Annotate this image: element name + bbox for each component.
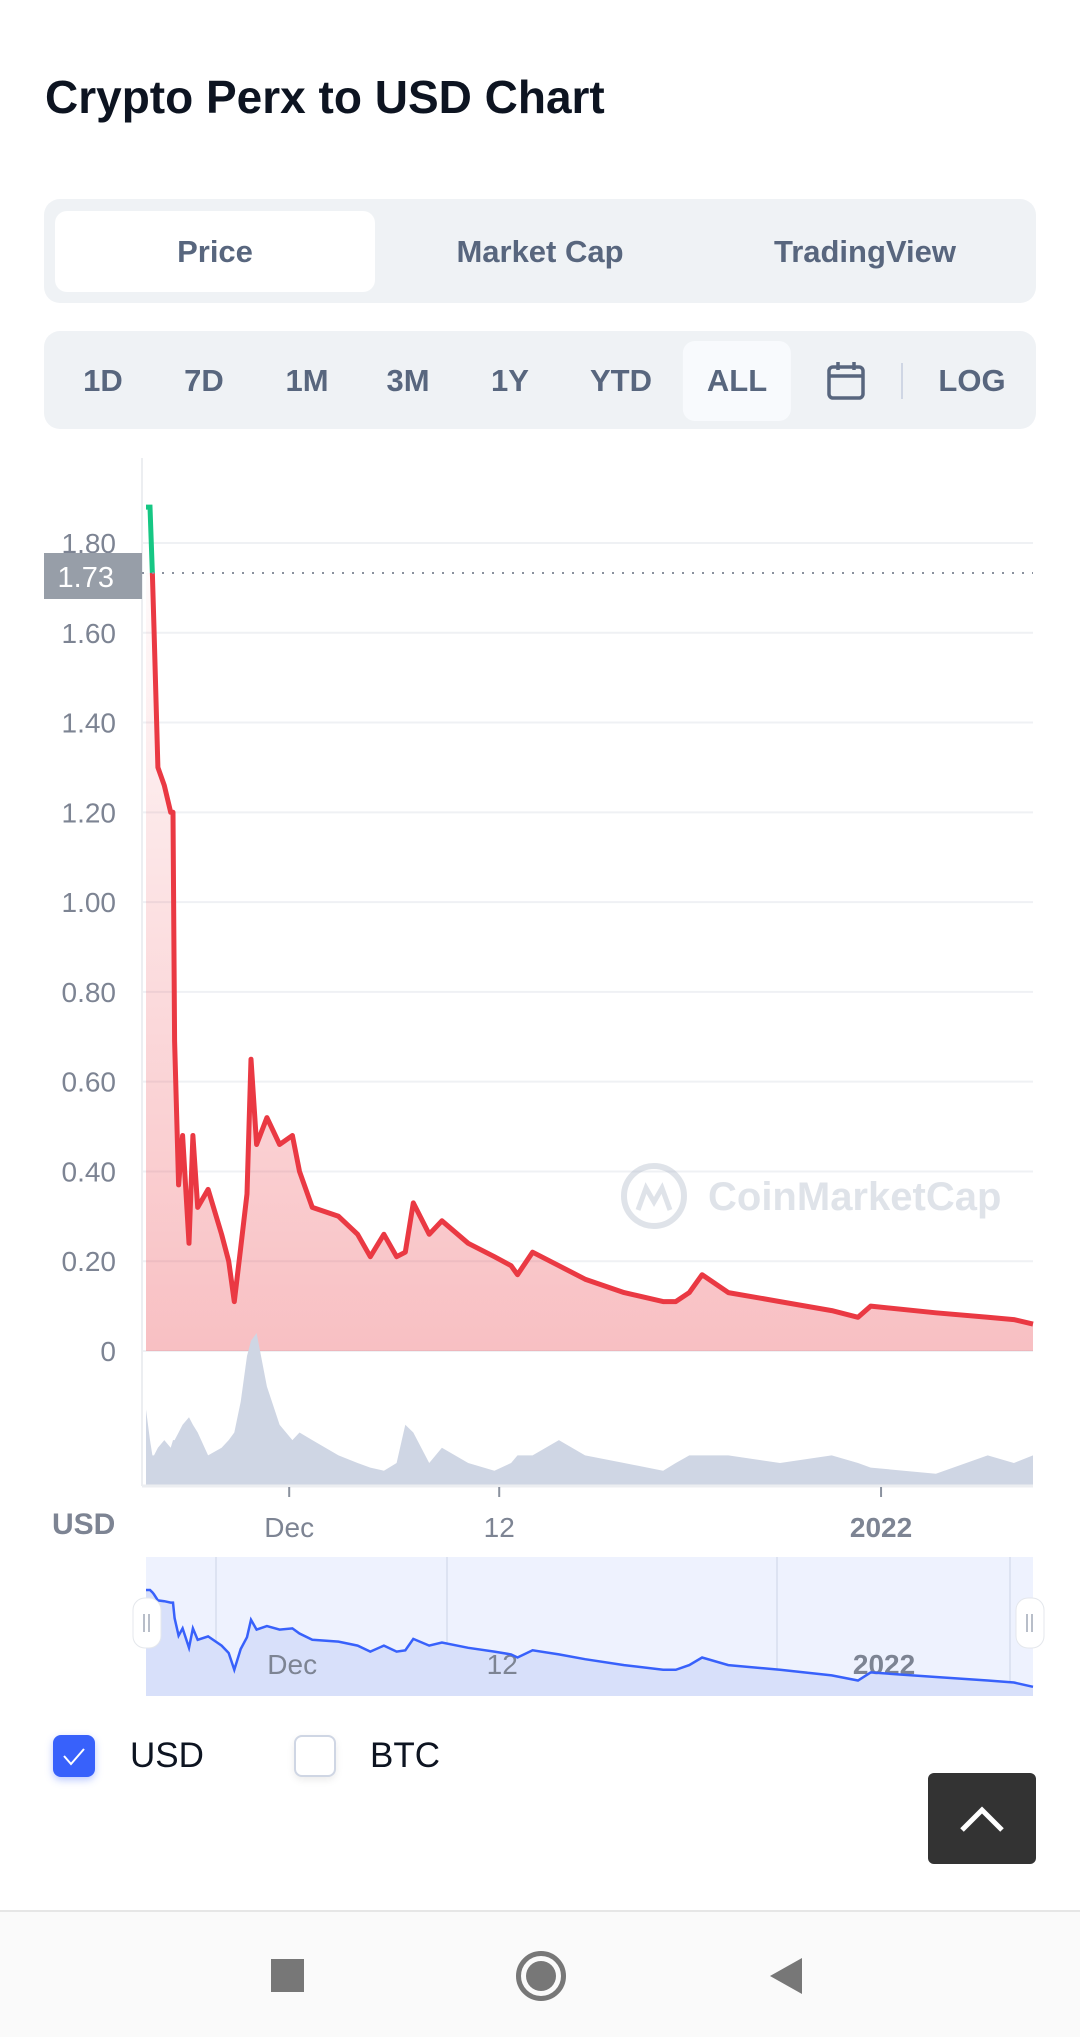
- y-tick-label: 1.60: [62, 618, 117, 649]
- time-range-bar: 1D 7D 1M 3M 1Y YTD ALL LOG: [44, 331, 1036, 429]
- back-icon[interactable]: [768, 1956, 804, 1996]
- watermark: CoinMarketCap: [621, 1163, 1001, 1229]
- navigator-area: [146, 1590, 1033, 1696]
- tab-price[interactable]: Price: [55, 211, 375, 292]
- usd-checkbox[interactable]: [53, 1735, 95, 1777]
- range-3m[interactable]: 3M: [386, 363, 430, 398]
- current-price-label: 1.73: [58, 562, 114, 594]
- navigator-right-handle[interactable]: [1015, 1597, 1045, 1649]
- home-icon[interactable]: [516, 1951, 566, 2001]
- log-toggle[interactable]: LOG: [938, 363, 1006, 398]
- y-tick-label: 0.80: [62, 977, 117, 1008]
- navigator-line: [146, 1588, 1034, 1689]
- y-tick-label: 1.20: [62, 797, 117, 828]
- calendar-icon[interactable]: [825, 341, 867, 421]
- tab-tradingview[interactable]: TradingView: [773, 233, 957, 269]
- divider: [901, 363, 903, 399]
- current-price-badge: [44, 553, 142, 599]
- recents-icon[interactable]: [271, 1959, 304, 1992]
- android-nav-bar: [0, 1910, 1080, 2037]
- btc-label: BTC: [370, 1736, 440, 1775]
- svg-text:CoinMarketCap: CoinMarketCap: [708, 1175, 1001, 1219]
- price-chart[interactable]: CoinMarketCap 1.801.601.401.201.000.800.…: [0, 0, 1080, 1720]
- y-tick-label: 0.20: [62, 1246, 117, 1277]
- currency-label: USD: [52, 1508, 115, 1541]
- btc-checkbox[interactable]: [294, 1735, 336, 1777]
- page-title: Crypto Perx to USD Chart: [45, 71, 605, 123]
- price-line-down: [149, 573, 1034, 1327]
- tab-market-cap[interactable]: Market Cap: [456, 233, 624, 269]
- navigator-left-handle[interactable]: [132, 1597, 162, 1649]
- scroll-to-top-button[interactable]: [928, 1773, 1036, 1864]
- x-tick-label: Dec: [264, 1512, 314, 1543]
- range-ytd[interactable]: YTD: [590, 363, 652, 398]
- y-tick-label: 1.00: [62, 887, 117, 918]
- check-icon: [63, 1748, 85, 1766]
- y-tick-label: 0: [100, 1336, 116, 1367]
- navigator-tick-label: Dec: [267, 1649, 317, 1680]
- chevron-up-icon: [960, 1805, 1004, 1832]
- y-tick-label: 0.40: [62, 1156, 117, 1187]
- range-1d[interactable]: 1D: [83, 363, 123, 398]
- x-tick-label: 2022: [850, 1512, 912, 1543]
- x-tick-label: 12: [484, 1512, 515, 1543]
- volume-area: [146, 1333, 1033, 1486]
- y-tick-label: 0.60: [62, 1067, 117, 1098]
- range-1y[interactable]: 1Y: [491, 363, 529, 398]
- range-all[interactable]: ALL: [682, 341, 792, 421]
- usd-label: USD: [130, 1736, 204, 1775]
- y-tick-label: 1.40: [62, 708, 117, 739]
- range-7d[interactable]: 7D: [184, 363, 224, 398]
- range-1m[interactable]: 1M: [285, 363, 329, 398]
- chart-type-tabs: Price Market Cap TradingView: [44, 199, 1036, 303]
